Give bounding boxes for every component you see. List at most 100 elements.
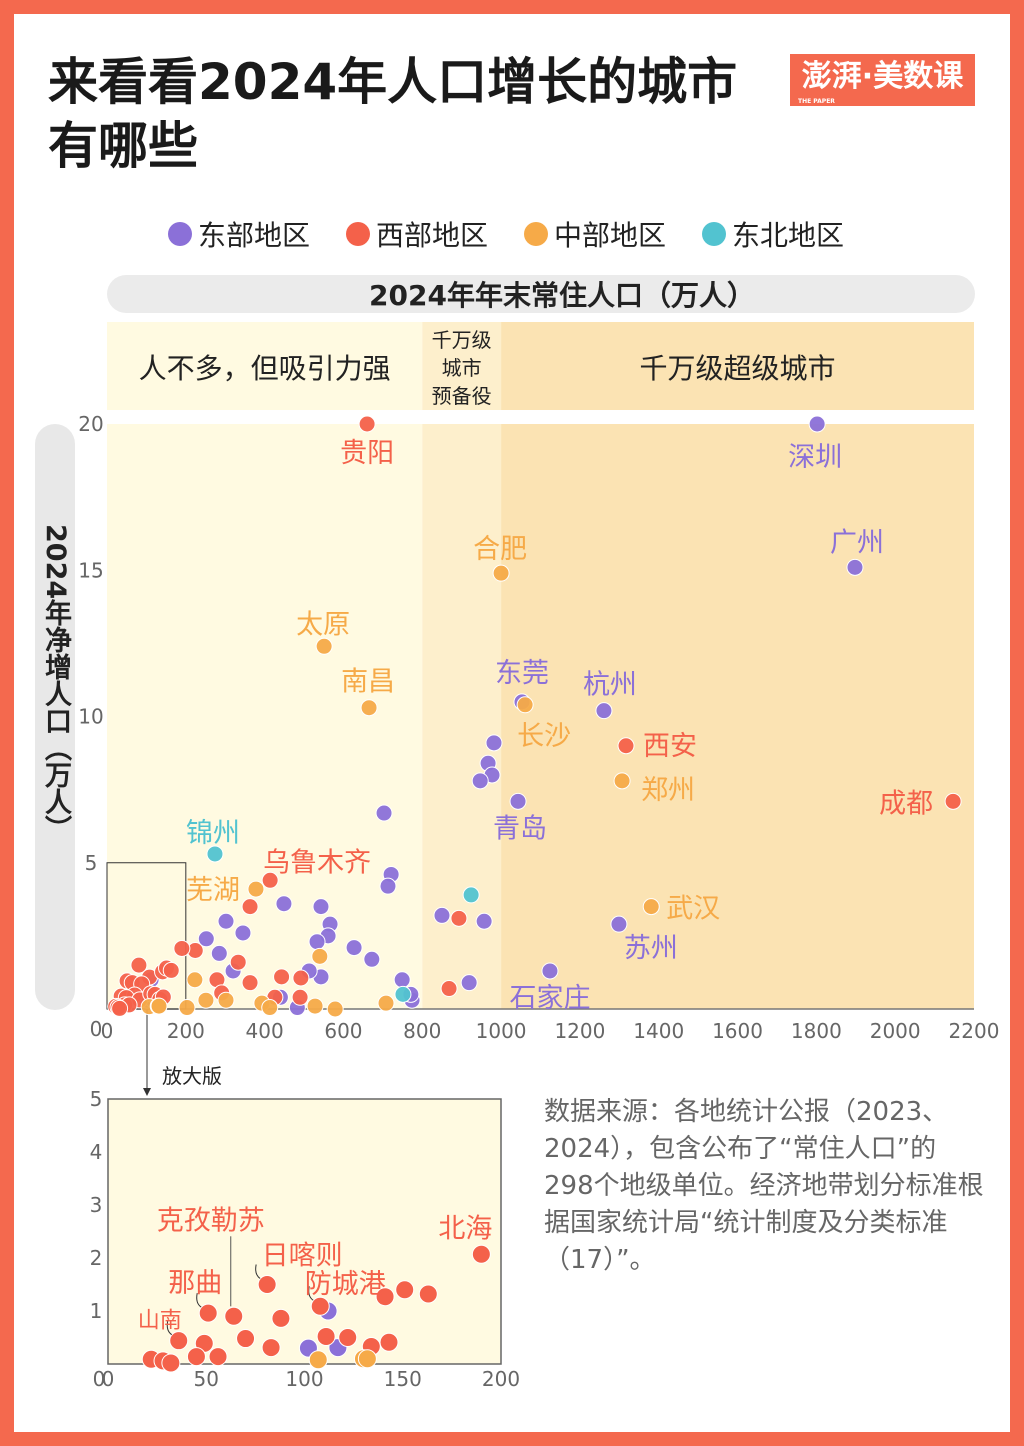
x-tick-label: 800	[403, 1019, 441, 1043]
point-central	[311, 947, 329, 965]
city-label: 广州	[830, 527, 884, 558]
city-label: 成都	[879, 788, 933, 819]
city-label: 防城港	[305, 1269, 386, 1300]
point-northeast	[462, 886, 480, 904]
inset-point-west	[375, 1287, 395, 1307]
point-central	[326, 1000, 344, 1018]
source-note: 数据来源：各地统计公报（2023、2024），包含公布了“常住人口”的298个地…	[544, 1097, 984, 1275]
inset-point-west	[338, 1328, 358, 1347]
inset-point-west	[224, 1306, 244, 1326]
point-east	[345, 939, 363, 957]
zone-header-2	[501, 322, 974, 410]
point-east	[363, 950, 381, 968]
x-tick-label: 1200	[554, 1019, 605, 1043]
x-tick-label: 1000	[476, 1019, 527, 1043]
y-tick-label: 0	[90, 1017, 103, 1041]
city-label: 贵阳	[340, 438, 394, 469]
point-central	[642, 898, 660, 916]
inset-x-tick-label: 150	[384, 1367, 422, 1391]
city-label: 那曲	[168, 1268, 222, 1299]
point-west	[358, 415, 376, 433]
inset-point-west	[208, 1347, 228, 1367]
point-west	[944, 792, 962, 810]
point-east	[610, 915, 628, 933]
point-northeast	[394, 985, 412, 1003]
leader-line	[255, 1264, 261, 1279]
city-label: 郑州	[641, 775, 695, 806]
zone-label: 千万级超级城市	[640, 352, 836, 385]
zone-band-2	[501, 424, 974, 1009]
inset-point-west	[169, 1331, 189, 1351]
inset-y-tick-label: 5	[90, 1087, 103, 1111]
x-tick-label: 400	[246, 1019, 284, 1043]
legend-item-northeast: 东北地区	[702, 214, 844, 254]
legend: 东部地区 西部地区 中部地区 东北地区	[168, 214, 844, 254]
city-label: 杭州	[583, 670, 637, 701]
inset-point-west	[198, 1303, 218, 1323]
logo-sub: THE PAPER	[798, 98, 835, 105]
zone-header-0	[107, 322, 423, 410]
legend-dot	[702, 222, 727, 246]
inset-point-west	[379, 1332, 399, 1352]
legend-dot	[524, 222, 549, 246]
y-tick-label: 5	[85, 851, 98, 875]
point-east	[541, 962, 559, 980]
point-west	[130, 956, 148, 974]
point-central	[315, 637, 333, 655]
x-tick-label: 200	[167, 1019, 205, 1043]
point-west	[111, 999, 129, 1017]
point-east	[312, 898, 330, 916]
inset-point-west	[261, 1338, 281, 1358]
city-label: 深圳	[788, 442, 842, 473]
city-label: 苏州	[624, 933, 678, 964]
y-tick-label: 10	[78, 705, 103, 729]
inset-point-west	[471, 1244, 491, 1264]
zone-label: 千万级	[432, 328, 492, 352]
point-west	[173, 939, 191, 957]
inset-point-west	[236, 1329, 256, 1349]
city-label: 西安	[643, 731, 697, 762]
point-central	[516, 696, 534, 714]
inset-x-tick-label: 50	[194, 1367, 219, 1391]
point-east	[275, 895, 293, 913]
inset-x-tick-label: 100	[285, 1367, 323, 1391]
x-tick-label: 2000	[870, 1019, 921, 1043]
x-tick-label: 600	[324, 1019, 362, 1043]
y-axis-label: 2024年净增人口（万人）	[40, 524, 71, 843]
inset-y-tick-label: 1	[90, 1299, 103, 1323]
point-east	[846, 558, 864, 576]
x-tick-label: 1600	[712, 1019, 763, 1043]
point-east	[808, 415, 826, 433]
inset-point-west	[161, 1353, 181, 1373]
legend-dot	[346, 222, 371, 246]
point-central	[150, 997, 168, 1015]
y-tick-label: 20	[78, 412, 103, 436]
inset-point-west	[316, 1326, 336, 1346]
inset-point-west	[257, 1275, 277, 1294]
x-tick-label: 1800	[791, 1019, 842, 1043]
city-label: 北海	[438, 1213, 492, 1244]
inset-y-tick-label: 0	[93, 1367, 106, 1391]
point-west	[440, 980, 458, 998]
x-axis-title: 2024年年末常住人口（万人）	[369, 279, 755, 312]
point-central	[360, 699, 378, 717]
page-title: 来看看2024年人口增长的城市有哪些	[48, 53, 738, 175]
x-tick-label: 1400	[633, 1019, 684, 1043]
inset-point-west	[418, 1284, 438, 1304]
point-east	[210, 944, 228, 962]
inset-point-central	[357, 1349, 377, 1369]
legend-label: 东部地区	[198, 219, 311, 252]
point-central	[197, 991, 215, 1009]
legend-label: 东北地区	[732, 219, 845, 252]
city-label: 长沙	[517, 721, 571, 752]
point-central	[377, 994, 395, 1012]
point-east	[595, 702, 613, 720]
city-label: 青岛	[493, 813, 547, 844]
city-label: 武汉	[666, 894, 720, 925]
point-east	[375, 804, 393, 822]
point-east	[379, 877, 397, 895]
zone-label: 城市	[442, 356, 482, 380]
point-west	[162, 961, 180, 979]
city-label: 乌鲁木齐	[263, 847, 371, 878]
city-label: 太原	[296, 609, 350, 640]
